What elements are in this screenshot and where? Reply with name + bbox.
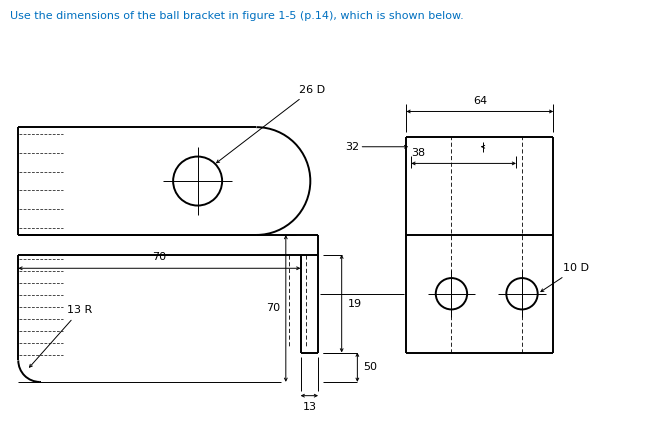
Text: 50: 50	[363, 362, 378, 372]
Text: 13 R: 13 R	[29, 305, 93, 367]
Text: Use the dimensions of the ball bracket in figure 1-5 (p.14), which is shown belo: Use the dimensions of the ball bracket i…	[10, 11, 464, 21]
Text: 64: 64	[473, 96, 487, 105]
Text: 70: 70	[266, 304, 280, 313]
Text: 13: 13	[303, 401, 316, 412]
Text: 26 D: 26 D	[216, 85, 325, 163]
Text: 70: 70	[153, 253, 166, 262]
Text: 32: 32	[345, 142, 359, 152]
Text: 10 D: 10 D	[541, 263, 589, 291]
Text: 19: 19	[348, 299, 362, 308]
Text: 38: 38	[411, 148, 425, 157]
